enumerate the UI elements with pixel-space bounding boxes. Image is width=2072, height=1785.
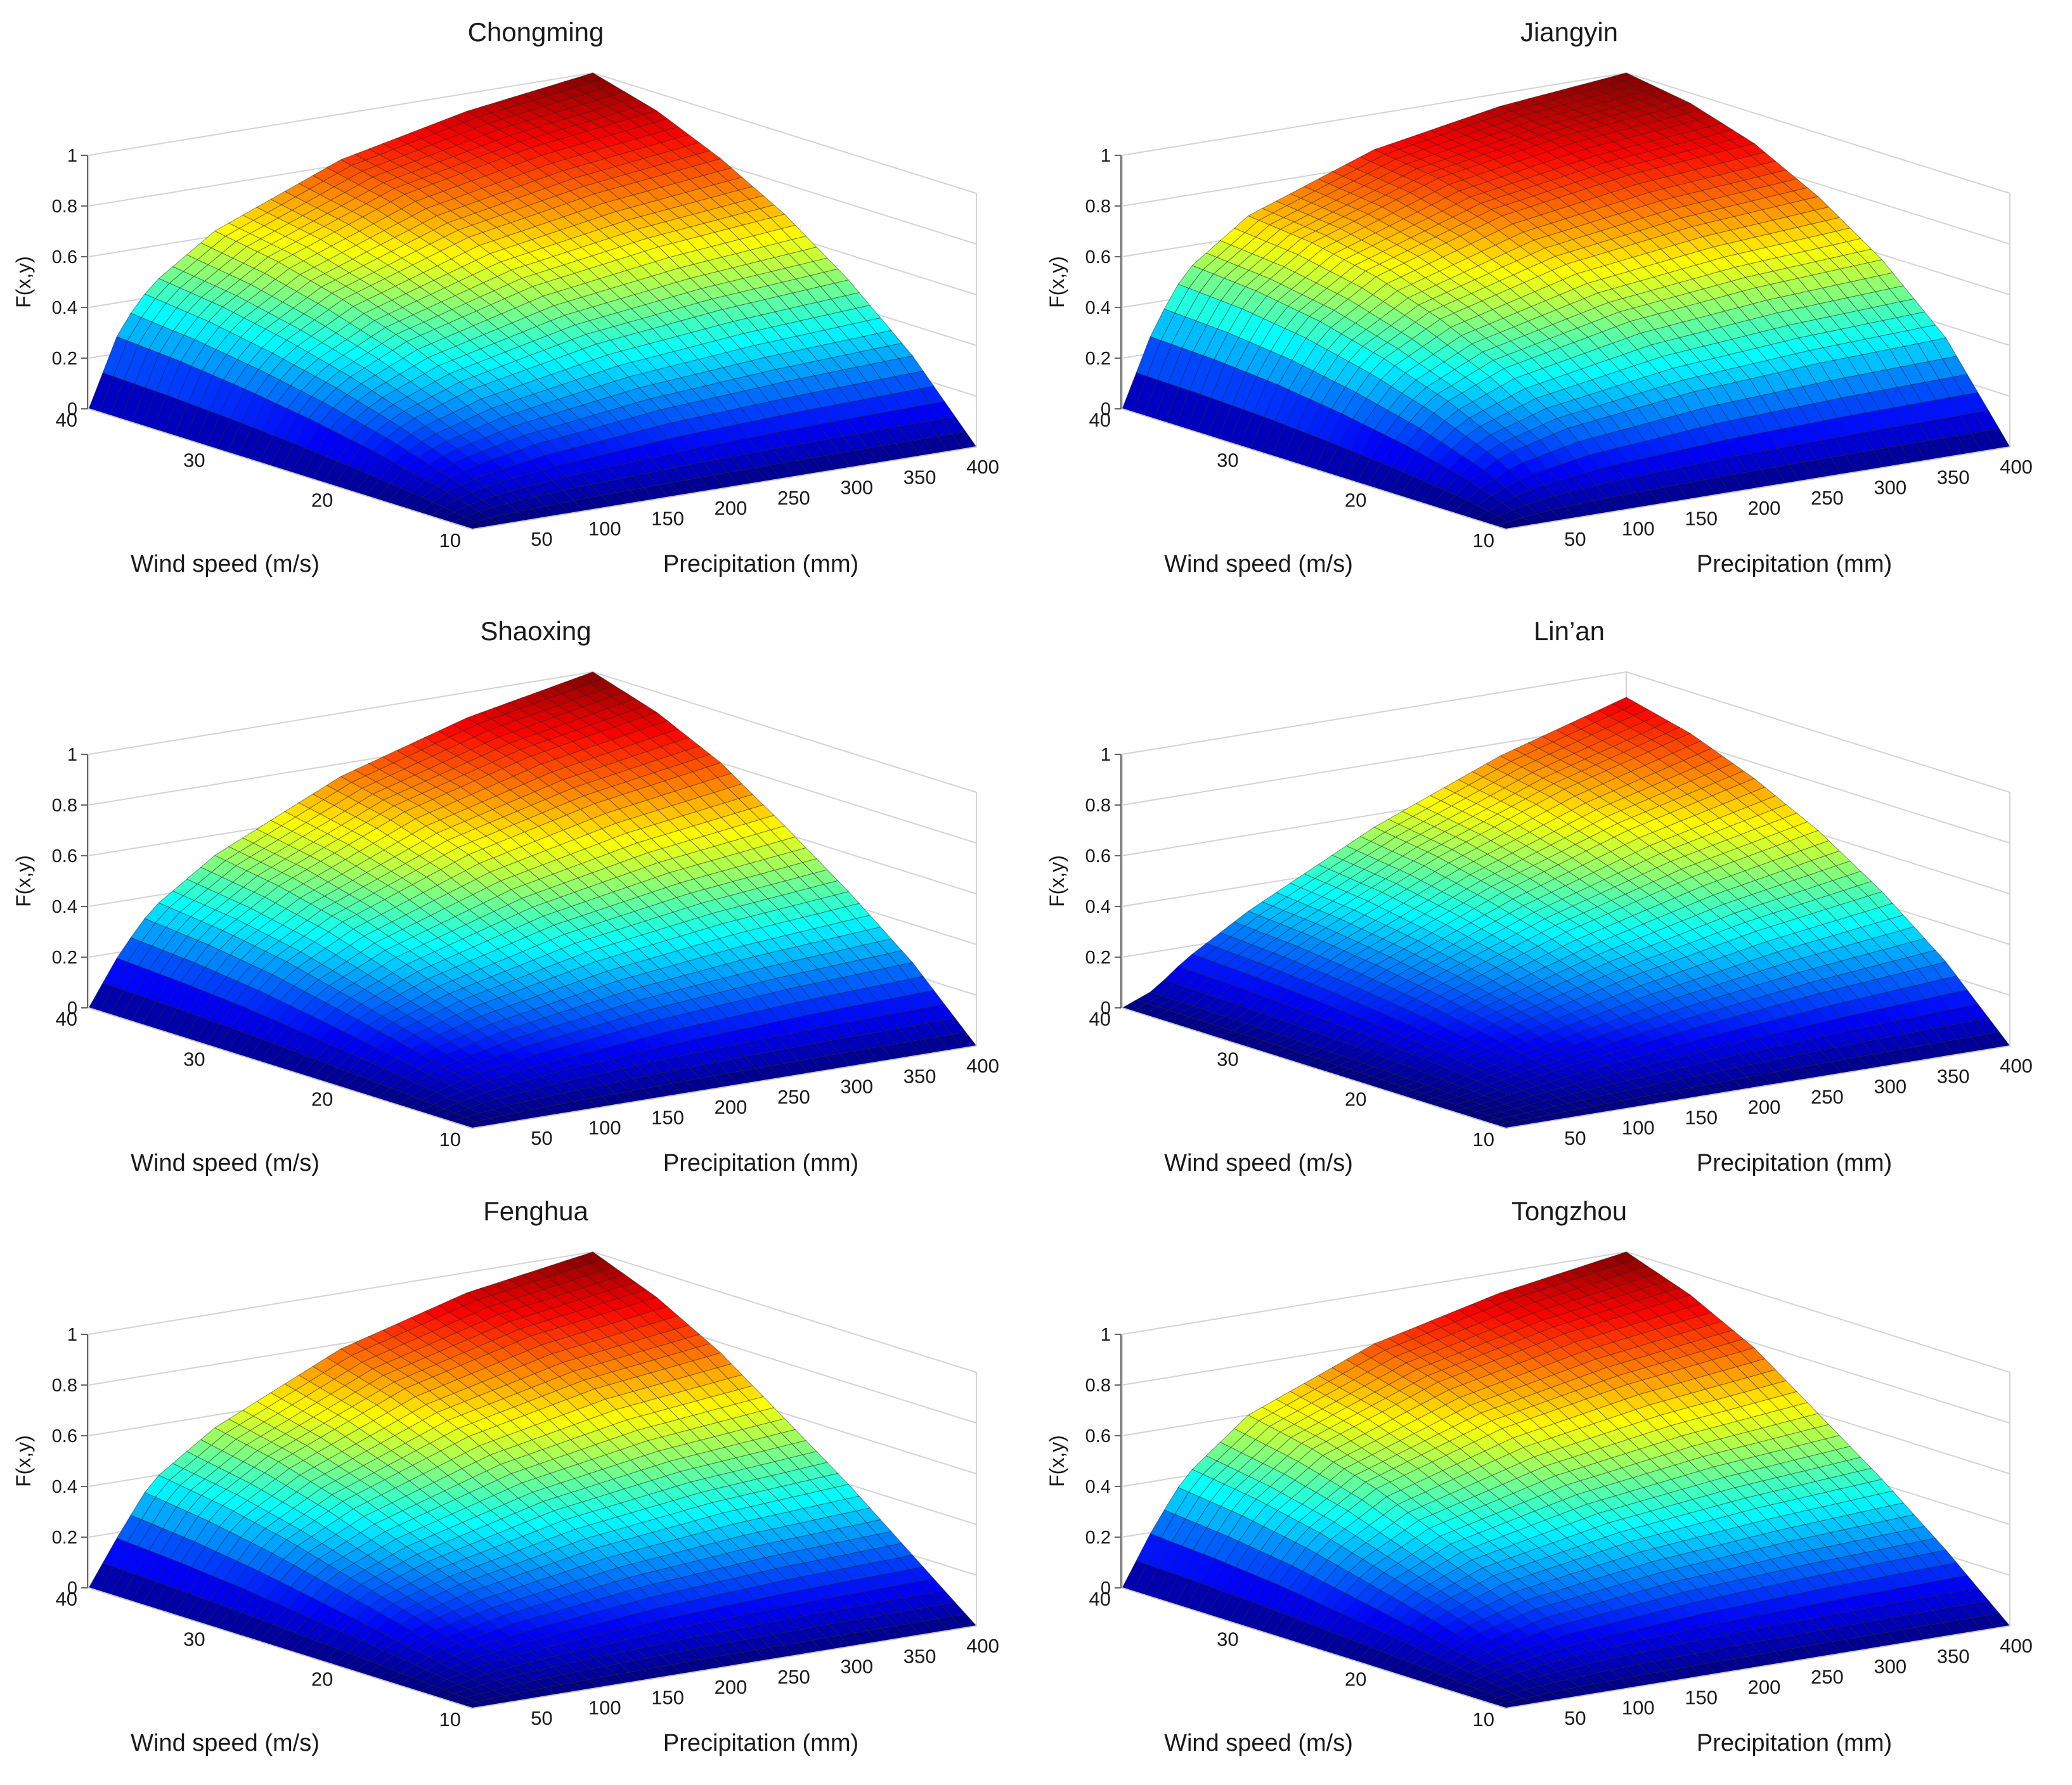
y-tick-label: 10: [439, 1128, 461, 1150]
y-axis-label: Wind speed (m/s): [131, 1150, 320, 1176]
z-tick-label: 0.6: [52, 846, 77, 867]
x-axis-label: Precipitation (mm): [1697, 551, 1892, 577]
x-axis-label: Precipitation (mm): [663, 1150, 858, 1176]
x-tick-label: 150: [651, 507, 684, 529]
z-tick-label: 1: [67, 745, 77, 765]
x-tick-label: 250: [1811, 487, 1844, 509]
chart-title: Jiangyin: [1520, 17, 1618, 47]
z-tick-label: 1: [1101, 146, 1111, 166]
x-tick-label: 250: [777, 1086, 810, 1108]
x-tick-label: 50: [531, 1127, 552, 1149]
z-tick-label: 0.8: [52, 197, 77, 217]
x-tick-label: 350: [903, 1065, 936, 1087]
x-tick-label: 50: [1564, 528, 1586, 550]
z-axis-label: F(x,y): [1046, 256, 1068, 308]
y-tick-label: 20: [311, 489, 333, 512]
x-tick-label: 400: [2000, 456, 2033, 478]
y-axis-label: Wind speed (m/s): [1164, 551, 1353, 577]
x-tick-label: 350: [903, 466, 936, 488]
z-tick-label: 0.6: [52, 247, 77, 267]
surface: [1122, 72, 2010, 530]
z-tick-label: 0.8: [1085, 197, 1111, 217]
x-axis-label: Precipitation (mm): [663, 551, 858, 577]
y-tick-label: 30: [183, 1048, 205, 1070]
x-tick-label: 300: [1874, 477, 1907, 499]
z-tick-label: 0.2: [52, 948, 77, 968]
y-tick-label: 10: [439, 529, 461, 551]
x-tick-label: 100: [1622, 518, 1655, 540]
x-tick-label: 350: [1937, 466, 1970, 488]
z-axis-label: F(x,y): [12, 256, 35, 308]
x-tick-label: 300: [840, 1076, 873, 1098]
y-tick-label: 40: [56, 1008, 77, 1030]
x-tick-label: 50: [531, 528, 552, 550]
z-tick-label: 0.4: [52, 897, 77, 917]
z-tick-label: 0.4: [52, 298, 77, 318]
chart-panel: 0 0.2 0.4 0.6 0.8 1 F(x,y) 50 100 150 200 250 300 350…: [12, 17, 999, 577]
z-tick-label: 0.2: [52, 349, 77, 369]
chart-title: Chongming: [468, 17, 604, 47]
z-axis-label: F(x,y): [12, 855, 35, 907]
x-tick-label: 200: [715, 1096, 748, 1118]
x-tick-label: 300: [840, 477, 873, 499]
z-tick-label: 0.4: [1085, 298, 1111, 318]
surface: [88, 72, 977, 530]
z-tick-label: 0.6: [1085, 247, 1111, 267]
chart-title: Shaoxing: [480, 616, 591, 646]
x-tick-label: 400: [966, 1055, 999, 1077]
x-tick-label: 250: [777, 487, 810, 509]
z-tick-label: 0.2: [1085, 349, 1111, 369]
z-tick-label: 1: [67, 146, 77, 166]
y-axis-label: Wind speed (m/s): [131, 551, 320, 577]
chart-panel: 00.20.40.60.81F(x,y)50 100 150 200 250 300 350…: [1046, 17, 2033, 577]
y-tick-label: 30: [183, 449, 205, 471]
y-tick-label: 40: [1089, 409, 1111, 431]
z-tick-label: 0.8: [52, 796, 77, 816]
y-tick-label: 10: [1473, 529, 1494, 551]
y-axis-line: [88, 408, 473, 530]
y-tick-label: 40: [56, 409, 77, 431]
y-tick-label: 30: [1217, 449, 1238, 471]
x-tick-label: 400: [966, 456, 999, 478]
x-tick-label: 200: [1748, 497, 1781, 519]
x-tick-label: 200: [715, 497, 748, 519]
x-tick-label: 150: [1685, 507, 1718, 529]
z-tick-label: 0: [67, 399, 77, 420]
y-tick-label: 20: [1345, 489, 1366, 512]
x-tick-label: 100: [588, 518, 621, 540]
y-tick-label: 20: [311, 1088, 333, 1111]
x-tick-label: 150: [651, 1106, 684, 1128]
x-axis-line: [472, 446, 977, 530]
x-tick-label: 100: [588, 1117, 621, 1139]
